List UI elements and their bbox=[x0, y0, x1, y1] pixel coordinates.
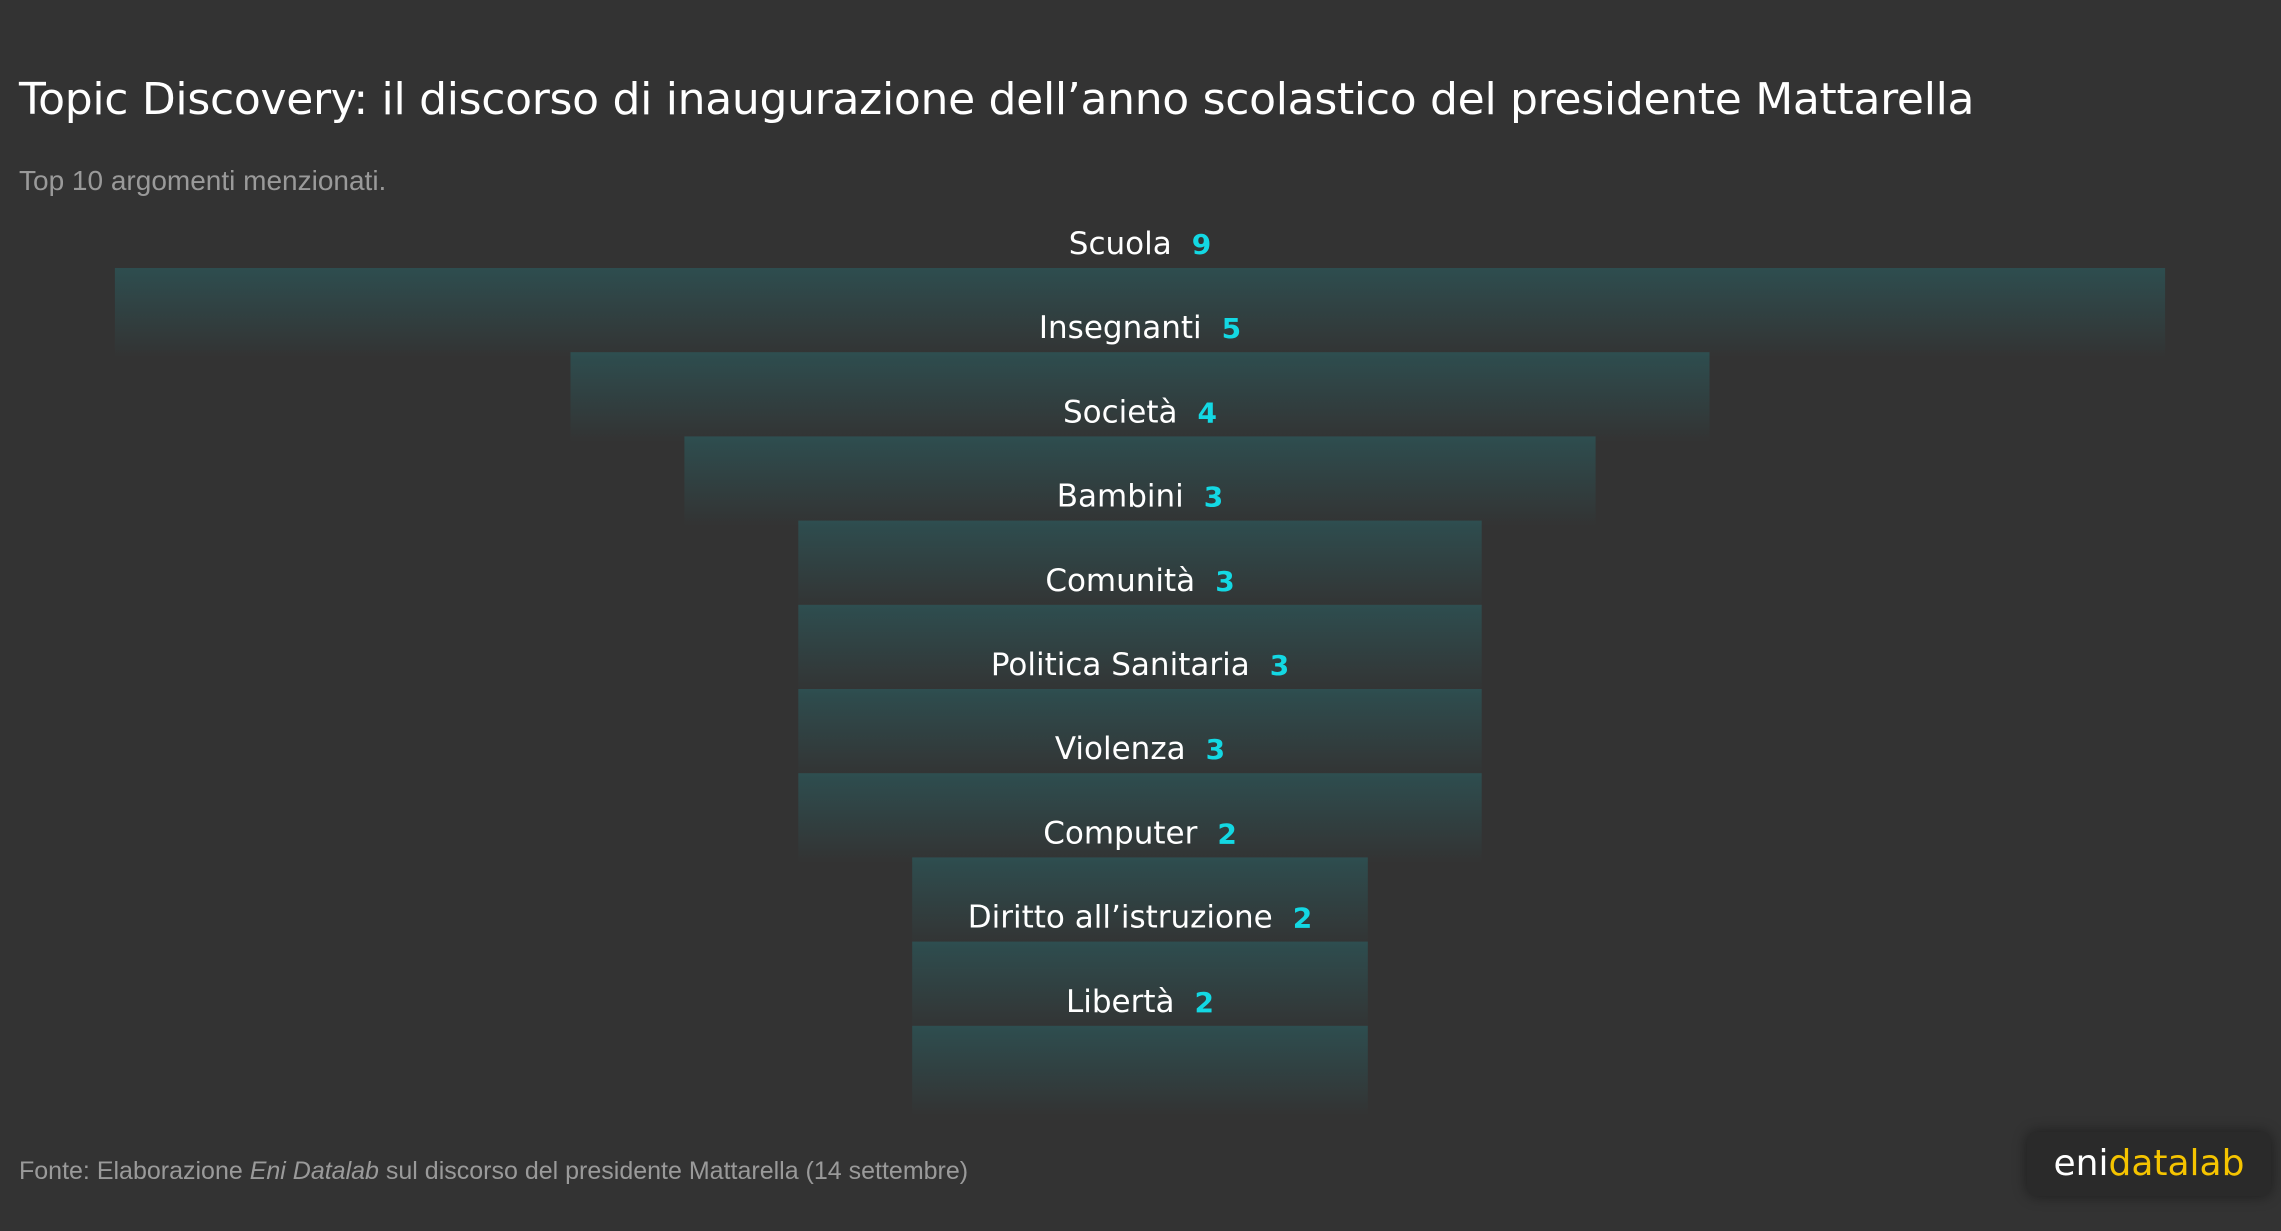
value-label: 5 bbox=[1222, 312, 1241, 345]
category-label: Libertà bbox=[1066, 984, 1175, 1020]
bar-fill-insegnanti bbox=[570, 352, 1710, 443]
category-label: Computer bbox=[1043, 815, 1197, 851]
bar-label-politica-sanitaria: Politica Sanitaria 3 bbox=[991, 647, 1289, 683]
value-label: 2 bbox=[1195, 986, 1214, 1019]
value-label: 3 bbox=[1270, 649, 1289, 682]
source-suffix: sul discorso del presidente Mattarella (… bbox=[378, 1157, 969, 1185]
category-label: Violenza bbox=[1055, 731, 1186, 767]
chart-subtitle: Top 10 argomenti menzionati. bbox=[19, 165, 387, 196]
bar-fill-scuola bbox=[114, 268, 2166, 358]
category-label: Bambini bbox=[1057, 479, 1184, 515]
category-label: Società bbox=[1063, 394, 1178, 430]
bar-fill-computer bbox=[912, 857, 1368, 948]
value-label: 2 bbox=[1293, 902, 1312, 935]
value-label: 3 bbox=[1204, 481, 1223, 514]
category-label: Diritto all’istruzione bbox=[968, 900, 1273, 936]
category-label: Comunità bbox=[1045, 563, 1195, 599]
bar-label-insegnanti: Insegnanti 5 bbox=[1039, 310, 1241, 346]
bar-label-violenza: Violenza 3 bbox=[1055, 731, 1225, 767]
bar-label-scuola: Scuola 9 bbox=[1069, 226, 1211, 262]
source-prefix: Fonte: Elaborazione bbox=[19, 1157, 250, 1185]
bar-fill-diritto-all-istruzione bbox=[912, 941, 1368, 1032]
bar-fill-bambini bbox=[798, 520, 1482, 611]
source-name: Eni Datalab bbox=[249, 1157, 379, 1185]
bar-fill-societa bbox=[684, 436, 1596, 527]
enidatalab-logo: enidatalab bbox=[2027, 1132, 2271, 1196]
bar-label-computer: Computer 2 bbox=[1043, 815, 1237, 851]
logo-datalab: datalab bbox=[2108, 1143, 2245, 1184]
source-footer: Fonte: Elaborazione Eni Datalab sul disc… bbox=[19, 1157, 968, 1186]
bar-fill-violenza bbox=[798, 773, 1482, 864]
bar-label-diritto-all-istruzione: Diritto all’istruzione 2 bbox=[968, 900, 1312, 936]
value-label: 2 bbox=[1217, 817, 1236, 850]
category-label: Insegnanti bbox=[1039, 310, 1202, 346]
value-label: 9 bbox=[1192, 228, 1211, 261]
bar-fill-comunita bbox=[798, 604, 1482, 695]
bar-label-bambini: Bambini 3 bbox=[1057, 479, 1224, 515]
value-label: 4 bbox=[1198, 396, 1217, 429]
chart-title: Topic Discovery: il discorso di inaugura… bbox=[19, 74, 1975, 125]
bar-label-liberta: Libertà 2 bbox=[1066, 984, 1214, 1020]
bar-fill-politica-sanitaria bbox=[798, 689, 1482, 779]
category-label: Scuola bbox=[1069, 226, 1172, 262]
value-label: 3 bbox=[1206, 733, 1225, 766]
logo-eni: eni bbox=[2053, 1143, 2109, 1184]
category-label: Politica Sanitaria bbox=[991, 647, 1250, 683]
bar-fill-liberta bbox=[912, 1025, 1368, 1116]
bar-label-comunita: Comunità 3 bbox=[1045, 563, 1234, 599]
value-label: 3 bbox=[1215, 565, 1234, 598]
bar-label-societa: Società 4 bbox=[1063, 394, 1217, 430]
